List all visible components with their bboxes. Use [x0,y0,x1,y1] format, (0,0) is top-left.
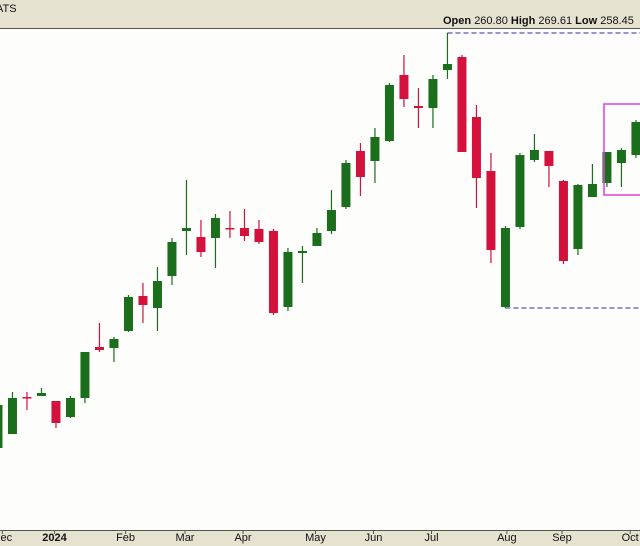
candle-body [7,398,17,434]
candle-body [326,210,336,231]
candle-body [500,228,510,307]
candle-body [196,237,206,252]
candle-body [544,151,554,166]
candle-body [254,229,264,242]
low-label: Low [575,15,597,27]
candle-body [370,137,380,161]
x-tick-label: Apr [234,532,251,544]
candle-body [138,296,148,305]
candle-body [210,218,220,238]
x-tick-label: 2024 [42,532,67,544]
candle-body [167,242,177,276]
candle-body [94,347,104,350]
high-label: High [511,15,536,27]
candle-body [0,405,3,448]
header-bar [0,0,640,28]
candle-body [65,398,75,417]
x-tick-label: Jun [365,532,383,544]
candle-body [616,150,626,163]
x-tick-label: Sep [552,532,572,544]
candle-body [239,228,249,236]
candle-body [22,397,32,399]
candle-body [225,228,235,230]
ohlc-header: Open 260.80 High 269.61 Low 258.45 [443,15,634,27]
candle-body [587,184,597,197]
candle-body [268,231,278,313]
candle-body [558,181,568,261]
candle-body [428,79,438,108]
candle-body [283,252,293,307]
candle-body [123,297,133,331]
candle-body [631,122,640,155]
candle-body [457,57,467,152]
x-tick-label: Dec [0,532,13,544]
candle-body [355,151,365,177]
candle-body [51,401,61,423]
candle-body [413,106,423,108]
x-tick-label: Oct [622,532,639,544]
candle-body [152,281,162,308]
candle-body [109,339,119,348]
chart-title: ATS [0,3,17,15]
candle-body [471,117,481,178]
high-value: 269.61 [538,15,572,27]
candle-body [573,185,583,249]
candle-body [442,64,452,70]
candle-body [312,233,322,246]
x-tick-label: Jul [424,532,438,544]
x-tick-label: Feb [116,532,135,544]
x-tick-label: Aug [497,532,517,544]
open-label: Open [443,15,471,27]
candle-body [486,171,496,250]
x-tick-label: Mar [176,532,195,544]
candle-body [80,352,90,398]
open-value: 260.80 [474,15,508,27]
candle-body [515,155,525,227]
candle-body [399,75,409,99]
highlight-box [603,103,640,196]
low-value: 258.45 [600,15,634,27]
candle-body [181,228,191,231]
x-tick-label: May [305,532,326,544]
candle-body [529,150,539,160]
candle-body [341,163,351,207]
candle-body [297,251,307,253]
plot-area [0,28,640,530]
candle-body [602,152,612,183]
footer-bar [0,530,640,546]
candle-body [384,85,394,141]
candle-body [36,393,46,396]
